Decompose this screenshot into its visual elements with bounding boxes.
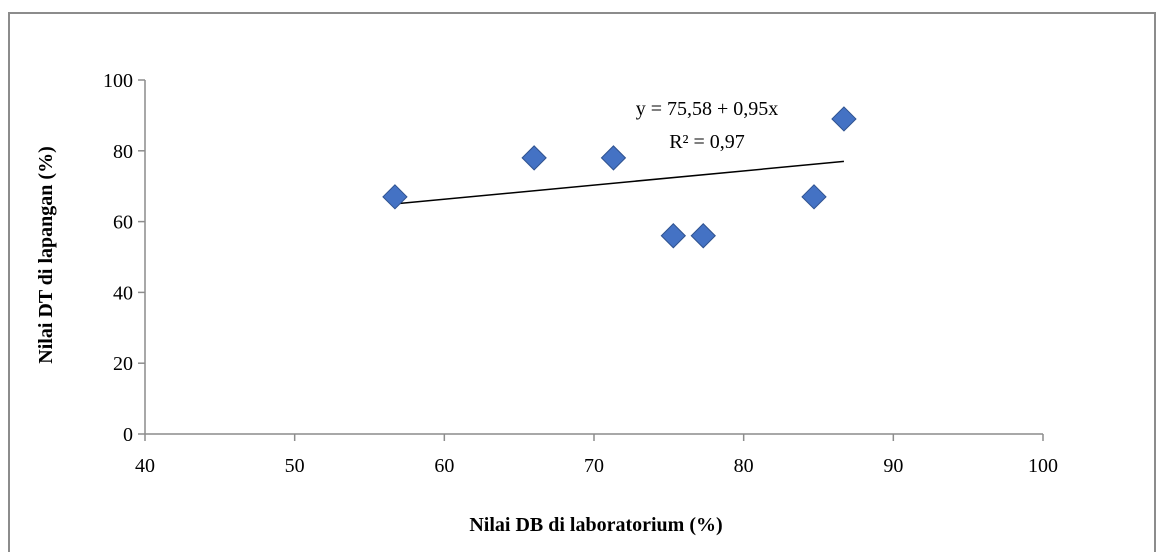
axes (144, 80, 1043, 435)
x-ticks: 40 50 60 70 80 90 100 (135, 434, 1058, 477)
data-point (831, 106, 857, 132)
data-point (600, 145, 627, 171)
x-tick-label: 100 (1028, 455, 1058, 477)
y-tick-label: 60 (113, 212, 133, 234)
x-axis-title: Nilai DB di laboratorium (%) (469, 514, 722, 536)
x-tick-label: 90 (883, 455, 903, 477)
y-ticks: 0 20 40 60 80 100 (103, 70, 145, 446)
scatter-chart: 40 50 60 70 80 90 100 0 20 40 60 80 100 y = 75,58 +… (35, 70, 1058, 536)
y-tick-label: 100 (103, 70, 133, 92)
data-point (382, 184, 408, 210)
data-point (801, 184, 827, 210)
x-tick-label: 40 (135, 455, 155, 477)
y-tick-label: 0 (123, 424, 133, 446)
data-points (382, 106, 857, 249)
data-point (660, 223, 687, 249)
data-point (690, 223, 716, 249)
y-tick-label: 40 (113, 282, 133, 304)
y-tick-label: 20 (113, 353, 133, 375)
chart-frame (8, 12, 1156, 552)
y-tick-label: 80 (113, 141, 133, 163)
trendline-equation: y = 75,58 + 0,95x (636, 98, 779, 120)
x-tick-label: 50 (285, 455, 305, 477)
trendline (394, 160, 845, 205)
trendline-r-squared: R² = 0,97 (669, 131, 745, 153)
data-point (521, 145, 547, 171)
x-tick-label: 70 (584, 455, 604, 477)
y-axis-title: Nilai DT di lapangan (%) (35, 146, 57, 363)
x-tick-label: 80 (734, 455, 754, 477)
x-tick-label: 60 (434, 455, 454, 477)
